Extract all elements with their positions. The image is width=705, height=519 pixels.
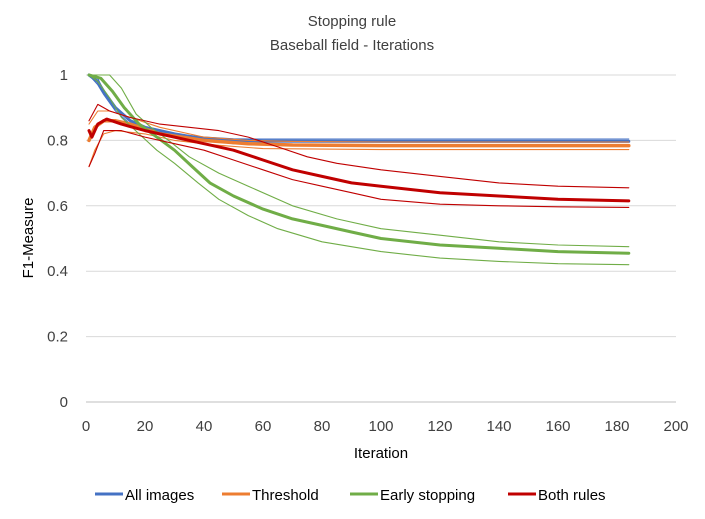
series-line-both-rules-lower: [88, 130, 630, 208]
y-tick-label: 0.2: [47, 329, 68, 346]
legend-label: All images: [125, 487, 194, 504]
y-tick-label: 1: [60, 67, 68, 84]
legend-label: Both rules: [538, 487, 606, 504]
x-tick-label: 180: [604, 418, 629, 435]
y-axis-label: F1-Measure: [20, 198, 37, 279]
legend: All images Threshold Early stopping Both ru…: [95, 487, 606, 504]
y-tick-label: 0.6: [47, 198, 68, 215]
plot-area: [87, 73, 631, 266]
series-line-early-stopping-lower: [88, 74, 630, 266]
legend-item: Both rules: [508, 487, 606, 504]
x-tick-label: 100: [368, 418, 393, 435]
chart-title: Stopping rule: [308, 13, 396, 30]
series-line-both-rules-upper: [88, 103, 630, 189]
legend-item: Threshold: [222, 487, 319, 504]
x-axis-ticks: 0 20 40 60 80 100 120 140 160 180 200: [82, 418, 689, 435]
series-line-early-stopping-mean: [87, 73, 631, 255]
x-tick-label: 200: [663, 418, 688, 435]
x-tick-label: 80: [314, 418, 331, 435]
x-tick-label: 40: [196, 418, 213, 435]
y-axis-ticks: 0 0.2 0.4 0.6 0.8 1: [47, 67, 68, 411]
x-tick-label: 160: [545, 418, 570, 435]
legend-item: Early stopping: [350, 487, 475, 504]
chart-subtitle: Baseball field - Iterations: [270, 37, 434, 54]
x-tick-label: 60: [255, 418, 272, 435]
legend-label: Early stopping: [380, 487, 475, 504]
x-tick-label: 20: [137, 418, 154, 435]
y-tick-label: 0.4: [47, 263, 68, 280]
y-tick-label: 0: [60, 394, 68, 411]
legend-label: Threshold: [252, 487, 319, 504]
legend-item: All images: [95, 487, 194, 504]
series-line-threshold-upper: [88, 110, 630, 143]
x-tick-label: 120: [427, 418, 452, 435]
x-axis-label: Iteration: [354, 445, 408, 462]
series-line-early-stopping-upper: [88, 74, 630, 248]
y-tick-label: 0.8: [47, 132, 68, 149]
x-tick-label: 0: [82, 418, 90, 435]
x-tick-label: 140: [486, 418, 511, 435]
series-line-both-rules-mean: [87, 117, 631, 203]
series-line-all-images-mean: [87, 73, 631, 143]
